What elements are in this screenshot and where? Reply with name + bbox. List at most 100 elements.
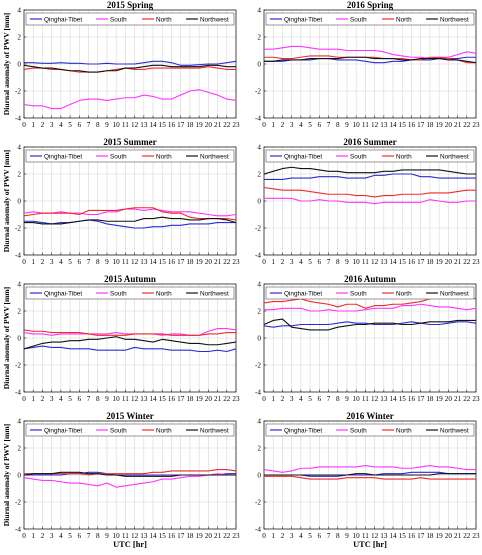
x-tick-label: 8 <box>336 532 340 540</box>
x-tick-label: 9 <box>105 395 109 403</box>
x-axis: 0 1 2 3 4 5 6 7 8 9 10 11 12 13 14 15 16 17 18 19 20 21 22 23 <box>262 389 480 403</box>
y-tick-label: -2 <box>15 225 21 233</box>
legend-box <box>265 286 475 300</box>
x-tick-label: 21 <box>454 258 462 266</box>
y-tick-label: -2 <box>255 88 261 96</box>
legend-label: North <box>156 153 172 160</box>
x-tick-label: 7 <box>87 121 91 129</box>
x-tick-label: 12 <box>131 532 139 540</box>
x-tick-label: 15 <box>399 258 407 266</box>
x-axis-label: UTC [hr] <box>113 540 147 549</box>
x-tick-label: 2 <box>41 532 45 540</box>
subplot-7: 0 1 2 3 4 5 6 7 8 9 10 11 12 13 14 15 16 17 18 19 20 21 22 23-4… <box>15 411 240 540</box>
x-axis: 0 1 2 3 4 5 6 7 8 9 10 11 12 13 14 15 16 17 18 19 20 21 22 23 <box>22 389 240 403</box>
x-tick-label: 11 <box>122 258 129 266</box>
legend-box <box>265 423 475 437</box>
x-tick-label: 20 <box>205 258 213 266</box>
legend-label: South <box>350 153 367 160</box>
series-line-north <box>24 469 237 476</box>
x-tick-label: 12 <box>371 395 379 403</box>
x-tick-label: 12 <box>371 258 379 266</box>
x-tick-label: 11 <box>362 258 369 266</box>
legend-label: Northwest <box>200 16 229 23</box>
x-tick-label: 19 <box>436 395 444 403</box>
y-tick-label: -2 <box>15 499 21 507</box>
series-line-north <box>264 55 476 64</box>
y-tick-label: 0 <box>257 198 261 206</box>
x-tick-label: 5 <box>68 258 72 266</box>
y-tick-label: 0 <box>257 335 261 343</box>
x-tick-label: 18 <box>186 395 194 403</box>
x-tick-label: 21 <box>214 121 222 129</box>
x-tick-label: 11 <box>122 395 129 403</box>
x-tick-label: 14 <box>149 258 157 266</box>
x-tick-label: 18 <box>426 395 434 403</box>
x-tick-label: 23 <box>472 258 480 266</box>
series-line-north <box>23 329 236 336</box>
y-tick-label: 0 <box>17 472 21 480</box>
x-tick-label: 1 <box>31 395 35 403</box>
y-tick-label: 4 <box>257 418 261 426</box>
x-tick-label: 20 <box>445 121 453 129</box>
legend-box <box>25 149 235 163</box>
x-tick-label: 19 <box>436 532 444 540</box>
x-tick-label: 9 <box>345 121 349 129</box>
y-axis-label: Diurnal anomaly of PWV [mm] <box>2 424 11 526</box>
x-tick-label: 6 <box>78 258 82 266</box>
x-tick-label: 1 <box>271 532 275 540</box>
series-line-northwest <box>24 216 237 225</box>
x-tick-label: 7 <box>327 121 331 129</box>
x-tick-label: 22 <box>223 532 231 540</box>
x-tick-label: 0 <box>22 532 26 540</box>
x-tick-label: 11 <box>362 121 369 129</box>
x-tick-label: 4 <box>59 121 63 129</box>
x-tick-label: 8 <box>96 258 100 266</box>
y-axis-label: Diurnal anomaly of PWV [mm] <box>2 287 11 389</box>
y-tick-label: 2 <box>257 171 261 179</box>
series-line-qinghai-tibet <box>23 345 237 353</box>
legend-label: North <box>396 153 412 160</box>
subplot-title: 2016 Winter <box>346 411 393 421</box>
x-tick-label: 5 <box>308 532 312 540</box>
x-tick-label: 10 <box>113 532 121 540</box>
x-tick-label: 15 <box>399 532 407 540</box>
x-tick-label: 14 <box>389 121 397 129</box>
x-tick-label: 0 <box>22 258 26 266</box>
subplot-6: 0 1 2 3 4 5 6 7 8 9 10 11 12 13 14 15 16 17 18 19 20 21 22 23-4… <box>255 274 480 403</box>
x-tick-label: 0 <box>22 121 26 129</box>
x-tick-label: 17 <box>177 258 185 266</box>
legend-label: North <box>156 16 172 23</box>
x-tick-label: 17 <box>417 258 425 266</box>
legend-label: South <box>110 290 127 297</box>
x-tick-label: 12 <box>131 121 139 129</box>
x-tick-label: 19 <box>196 258 204 266</box>
legend-label: North <box>396 290 412 297</box>
x-tick-label: 9 <box>345 532 349 540</box>
x-tick-label: 20 <box>205 532 213 540</box>
x-tick-label: 6 <box>78 121 82 129</box>
y-tick-label: 2 <box>17 308 21 316</box>
x-tick-label: 8 <box>96 532 100 540</box>
x-tick-label: 4 <box>59 258 63 266</box>
x-tick-label: 13 <box>380 121 388 129</box>
x-tick-label: 22 <box>463 532 471 540</box>
x-tick-label: 10 <box>353 532 361 540</box>
x-tick-label: 5 <box>68 395 72 403</box>
x-tick-label: 3 <box>290 258 294 266</box>
x-tick-label: 21 <box>454 395 462 403</box>
x-tick-label: 21 <box>454 121 462 129</box>
legend: Qinghai-Tibet South North Northwest <box>25 286 235 300</box>
legend-label: Northwest <box>440 427 469 434</box>
legend-box <box>25 12 235 26</box>
y-axis-label: Diurnal anomaly of PWV [mm] <box>2 150 11 252</box>
series-line-northwest <box>264 473 476 476</box>
x-tick-label: 10 <box>113 395 121 403</box>
series-line-northwest <box>23 64 236 73</box>
x-tick-label: 14 <box>389 258 397 266</box>
x-tick-label: 18 <box>426 532 434 540</box>
x-tick-label: 17 <box>417 532 425 540</box>
y-tick-label: 4 <box>17 418 21 426</box>
legend: Qinghai-Tibet South North Northwest <box>25 149 235 163</box>
